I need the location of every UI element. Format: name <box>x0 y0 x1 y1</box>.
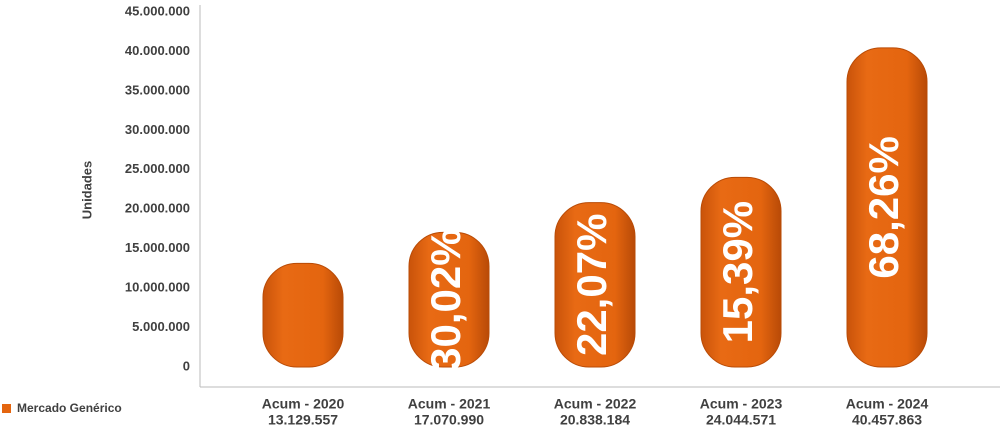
y-tick-label: 30.000.000 <box>125 122 190 137</box>
growth-label: 30,02% <box>422 228 469 370</box>
growth-label: 22,07% <box>568 214 615 356</box>
bar <box>262 262 344 368</box>
legend-swatch <box>2 404 11 413</box>
bar <box>846 47 928 368</box>
value-label: 20.838.184 <box>560 412 630 428</box>
y-tick-label: 25.000.000 <box>125 161 190 176</box>
y-tick-label: 35.000.000 <box>125 82 190 97</box>
bar <box>408 231 490 368</box>
y-tick-label: 0 <box>183 358 190 373</box>
y-tick-label: 15.000.000 <box>125 240 190 255</box>
y-tick-label: 10.000.000 <box>125 280 190 295</box>
bar <box>554 202 636 368</box>
value-label: 13.129.557 <box>268 412 338 428</box>
legend-label: Mercado Genérico <box>17 401 122 415</box>
growth-label: 15,39% <box>714 201 761 343</box>
value-label: 17.070.990 <box>414 412 484 428</box>
y-tick-label: 5.000.000 <box>132 319 190 334</box>
value-label: 24.044.571 <box>706 412 776 428</box>
bar <box>700 176 782 368</box>
x-tick-label: Acum - 2022 <box>554 396 637 412</box>
x-tick-label: Acum - 2024 <box>846 396 929 412</box>
value-label: 40.457.863 <box>852 412 922 428</box>
y-tick-label: 45.000.000 <box>125 3 190 18</box>
x-tick-label: Acum - 2023 <box>700 396 783 412</box>
growth-label: 68,26% <box>860 136 907 278</box>
y-tick-label: 40.000.000 <box>125 43 190 58</box>
x-tick-label: Acum - 2021 <box>408 396 491 412</box>
y-axis-label: Unidades <box>79 161 94 220</box>
x-tick-label: Acum - 2020 <box>262 396 345 412</box>
y-tick-label: 20.000.000 <box>125 201 190 216</box>
